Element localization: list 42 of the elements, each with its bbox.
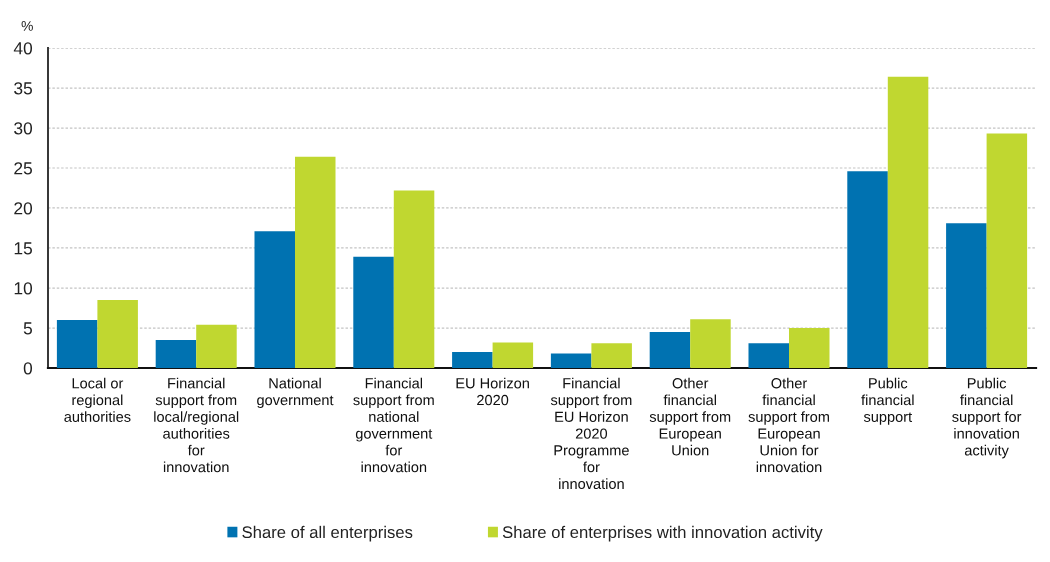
x-tick-label: National government — [257, 377, 334, 409]
bar — [986, 133, 1028, 368]
y-axis-title: % — [21, 21, 33, 31]
bar — [748, 343, 789, 368]
bar — [56, 320, 98, 368]
bar — [254, 231, 295, 368]
bar — [196, 324, 237, 368]
bar — [887, 76, 929, 368]
bar — [789, 328, 830, 368]
bar — [550, 353, 592, 368]
bar — [492, 342, 534, 368]
y-tick-label: 15 — [14, 242, 32, 255]
x-tick-label: EU Horizon 2020 — [456, 377, 529, 406]
bar — [353, 256, 394, 368]
x-tick-label: Financial support from EU Horizon 2020 Programme for innovation — [550, 377, 632, 490]
bar — [452, 352, 493, 368]
legend-label: Share of enterprises with innovation activity — [502, 525, 823, 542]
y-tick-label: 35 — [14, 82, 32, 95]
x-tick-label: Other financial support from European Union — [649, 377, 731, 456]
bar — [295, 156, 336, 368]
bar — [155, 340, 197, 368]
y-tick-label: 20 — [14, 202, 33, 215]
bar — [847, 171, 888, 368]
y-tick-label: 40 — [13, 42, 33, 55]
bar — [97, 300, 138, 368]
legend-label: Share of all enterprises — [242, 525, 413, 542]
bar — [649, 332, 691, 368]
bar — [393, 190, 435, 368]
x-tick-label: Public financial support for innovation activity — [952, 377, 1022, 459]
y-tick-label: 10 — [14, 282, 33, 295]
x-tick-label: Financial support from local/regional authorities for innovation — [154, 377, 239, 473]
x-tick-label: Public financial support — [861, 377, 914, 425]
y-tick-label: 5 — [23, 322, 32, 335]
x-tick-label: Local or regional authorities — [64, 377, 131, 422]
bar — [591, 343, 632, 368]
y-tick-label: 0 — [23, 362, 33, 375]
x-tick-label: Financial support from national government for innovation — [353, 377, 434, 473]
y-tick-label: 30 — [14, 122, 33, 135]
y-tick-label: 25 — [14, 162, 32, 175]
x-tick-label: Other financial support from European Union for innovation — [748, 377, 829, 473]
bar — [690, 319, 731, 368]
bar — [946, 223, 987, 368]
